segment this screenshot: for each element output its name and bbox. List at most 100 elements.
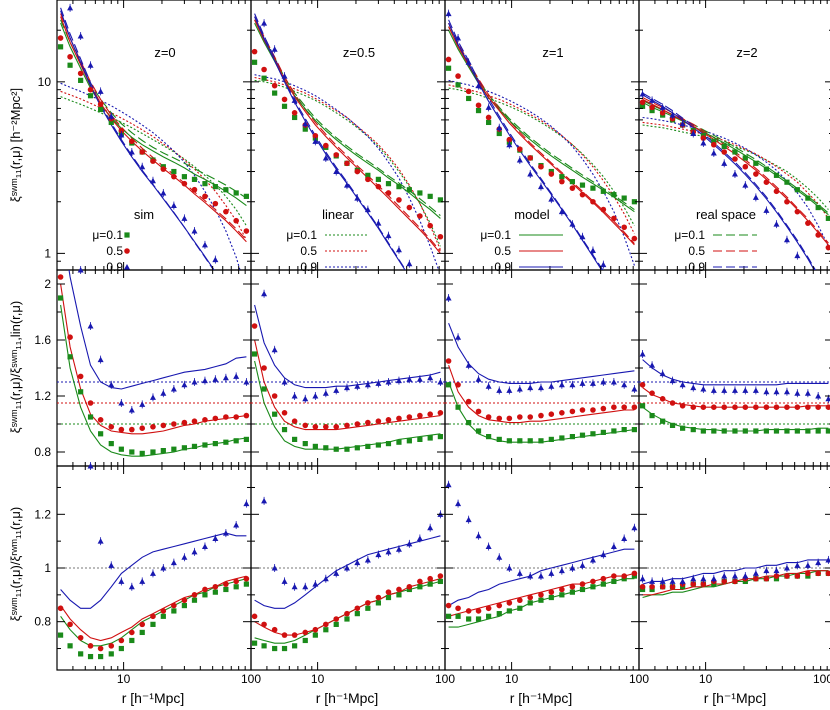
legends: simμ=0.10.50.9linearμ=0.10.50.9modelμ=0.…	[92, 207, 757, 274]
sim-point-mu-0.5	[590, 578, 596, 585]
sim-point-mu-0.5	[344, 422, 350, 429]
sim-point-mu-0.5	[639, 99, 646, 106]
sim-point-mu-0.1	[732, 149, 738, 155]
sim-point-mu-0.5	[600, 575, 607, 582]
sim-point-mu-0.1	[590, 185, 596, 191]
sim-point-mu-0.5	[191, 186, 198, 193]
sim-point-mu-0.1	[365, 605, 371, 611]
sim-point-mu-0.5	[223, 581, 229, 587]
sim-point-mu-0.5	[621, 404, 627, 411]
sim-point-mu-0.1	[181, 602, 187, 609]
sim-point-mu-0.5	[659, 109, 666, 116]
sim-point-mu-0.5	[569, 408, 576, 415]
sim-point-mu-0.5	[721, 404, 728, 411]
sim-point-mu-0.5	[742, 404, 749, 411]
sim-point-mu-0.1	[569, 589, 575, 595]
x-tick-label: 100	[241, 672, 261, 686]
sim-point-mu-0.1	[181, 445, 187, 451]
sim-point-mu-0.5	[281, 632, 288, 638]
sim-point-mu-0.1	[233, 584, 239, 590]
sim-point-mu-0.1	[569, 179, 575, 185]
sim-point-mu-0.1	[569, 434, 575, 440]
sim-point-mu-0.1	[302, 637, 308, 644]
sim-point-mu-0.1	[171, 168, 177, 175]
sim-point-mu-0.5	[815, 570, 821, 577]
sim-point-mu-0.1	[631, 199, 637, 205]
sim-point-mu-0.1	[486, 613, 492, 619]
sim-point-mu-0.5	[333, 152, 340, 158]
panel-frames	[56, 0, 830, 671]
legend-title-1: sim	[134, 207, 154, 222]
legend-marker-square	[124, 232, 130, 238]
sim-point-mu-0.1	[312, 443, 318, 449]
legend-entry-label: 0.9	[688, 260, 705, 274]
sim-point-mu-0.1	[437, 197, 443, 203]
sim-point-mu-0.5	[773, 188, 780, 195]
sim-point-mu-0.5	[631, 235, 638, 242]
sim-point-mu-0.5	[465, 608, 472, 614]
sim-point-mu-0.5	[375, 594, 382, 601]
legend-title-3: model	[514, 207, 550, 222]
sim-point-mu-0.5	[711, 141, 717, 148]
sim-point-mu-0.5	[354, 168, 361, 175]
sim-point-mu-0.1	[825, 428, 830, 434]
sim-point-mu-0.1	[611, 578, 617, 585]
sim-point-mu-0.5	[354, 421, 361, 427]
sim-point-mu-0.1	[223, 439, 229, 445]
sim-point-mu-0.5	[437, 573, 444, 579]
sim-point-mu-0.5	[365, 176, 371, 183]
linear-curve	[254, 76, 441, 250]
sim-point-mu-0.5	[538, 163, 544, 170]
sim-point-mu-0.1	[496, 130, 502, 137]
sim-point-mu-0.5	[784, 198, 790, 205]
sim-point-mu-0.5	[649, 390, 655, 397]
sim-point-mu-0.5	[700, 581, 707, 587]
y-tick-label: 1.2	[34, 389, 51, 403]
sim-point-mu-0.5	[243, 575, 250, 582]
sim-point-mu-0.5	[475, 608, 482, 614]
sim-point-mu-0.5	[548, 589, 555, 595]
sim-point-mu-0.5	[711, 404, 717, 411]
sim-point-mu-0.1	[223, 586, 229, 593]
sim-point-mu-0.1	[517, 605, 523, 611]
sim-point-mu-0.5	[375, 418, 382, 425]
x-tick-label: 10	[505, 672, 519, 686]
sim-point-mu-0.1	[375, 176, 381, 182]
sim-point-mu-0.1	[611, 428, 617, 434]
sim-point-mu-0.5	[815, 404, 821, 411]
sim-point-mu-0.1	[690, 427, 696, 433]
axis-ticks	[56, 0, 830, 670]
x-tick-label: 10	[117, 672, 131, 686]
sim-point-mu-0.5	[281, 410, 288, 416]
sim-point-mu-0.1	[212, 441, 218, 447]
sim-point-mu-0.5	[406, 204, 413, 211]
sim-point-mu-0.5	[150, 613, 156, 620]
sim-point-mu-0.1	[711, 428, 717, 434]
sim-point-mu-0.1	[202, 592, 208, 598]
sim-point-mu-0.5	[763, 179, 770, 185]
sim-point-mu-0.5	[243, 228, 250, 234]
sim-point-mu-0.1	[455, 613, 461, 619]
sim-point-mu-0.1	[475, 107, 482, 114]
legend-entry-label: μ=0.1	[286, 228, 317, 242]
sim-point-mu-0.5	[794, 573, 801, 579]
sim-point-mu-0.1	[825, 215, 830, 221]
sim-point-mu-0.1	[579, 586, 586, 593]
x-tick-label: 10	[699, 672, 713, 686]
sim-point-mu-0.5	[815, 232, 821, 238]
sim-point-mu-0.5	[365, 600, 371, 606]
panel-frame	[444, 269, 640, 467]
sim-point-mu-0.1	[784, 179, 790, 185]
sim-point-mu-0.5	[517, 146, 523, 152]
sim-point-mu-0.5	[732, 578, 738, 585]
sim-point-mu-0.1	[579, 182, 586, 188]
x-axis-label-2: r [h⁻¹Mpc]	[316, 690, 379, 706]
sim-point-mu-0.1	[261, 75, 267, 81]
sim-point-mu-0.5	[517, 414, 523, 420]
sim-point-mu-0.5	[773, 573, 780, 579]
sim-point-mu-0.5	[579, 581, 586, 587]
sim-point-mu-0.5	[784, 573, 790, 579]
sim-point-mu-0.1	[815, 204, 821, 211]
sim-point-mu-0.1	[763, 166, 769, 172]
